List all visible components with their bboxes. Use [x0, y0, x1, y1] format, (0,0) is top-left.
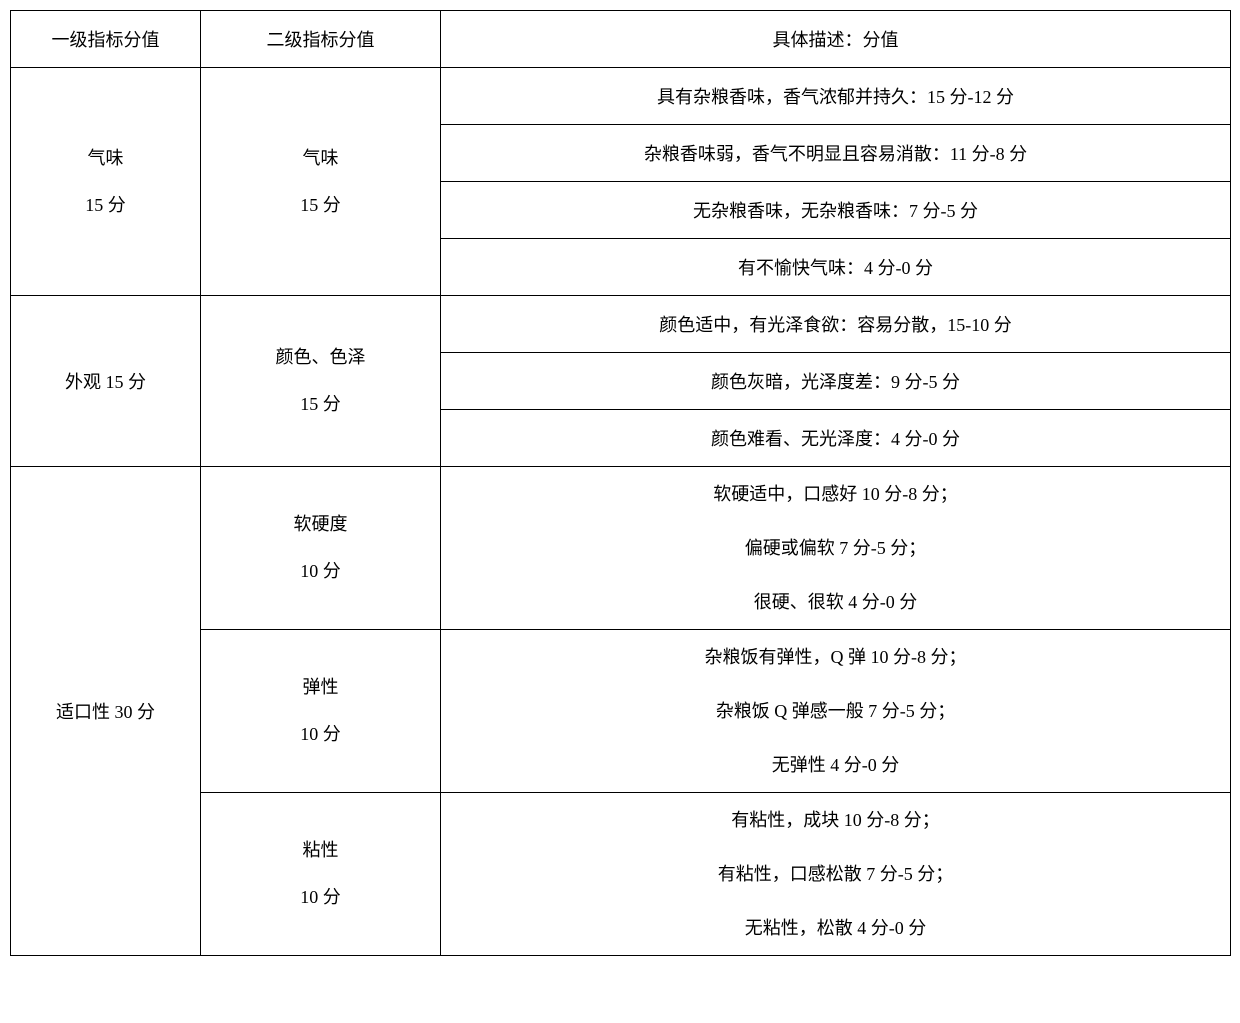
- desc-cell-block: 软硬适中，口感好 10 分-8 分； 偏硬或偏软 7 分-5 分； 很硬、很软 …: [441, 467, 1231, 630]
- secondary-cell-qiwei: 气味 15 分: [201, 68, 441, 296]
- secondary-cell-nianxing: 粘性 10 分: [201, 793, 441, 956]
- secondary-cell-ruanyingdu: 软硬度 10 分: [201, 467, 441, 630]
- desc-cell-block: 有粘性，成块 10 分-8 分； 有粘性，口感松散 7 分-5 分； 无粘性，松…: [441, 793, 1231, 956]
- secondary-cell-tanxing: 弹性 10 分: [201, 630, 441, 793]
- secondary-cell-yanse: 颜色、色泽 15 分: [201, 296, 441, 467]
- primary-cell-qiwei: 气味 15 分: [11, 68, 201, 296]
- table-row: 适口性 30 分 软硬度 10 分 软硬适中，口感好 10 分-8 分； 偏硬或…: [11, 467, 1231, 630]
- desc-line: 杂粮饭有弹性，Q 弹 10 分-8 分；: [441, 630, 1230, 684]
- desc-line: 杂粮饭 Q 弹感一般 7 分-5 分；: [441, 684, 1230, 738]
- secondary-label: 气味: [201, 135, 440, 182]
- desc-line: 有粘性，口感松散 7 分-5 分；: [441, 847, 1230, 901]
- primary-cell-shikouxing: 适口性 30 分: [11, 467, 201, 956]
- header-col1: 一级指标分值: [11, 11, 201, 68]
- secondary-label: 颜色、色泽: [201, 334, 440, 381]
- desc-cell: 具有杂粮香味，香气浓郁并持久：15 分-12 分: [441, 68, 1231, 125]
- desc-cell: 无杂粮香味，无杂粮香味：7 分-5 分: [441, 182, 1231, 239]
- desc-cell: 杂粮香味弱，香气不明显且容易消散：11 分-8 分: [441, 125, 1231, 182]
- desc-line: 软硬适中，口感好 10 分-8 分；: [441, 467, 1230, 521]
- desc-cell: 颜色难看、无光泽度：4 分-0 分: [441, 410, 1231, 467]
- secondary-score: 15 分: [201, 182, 440, 229]
- secondary-label: 粘性: [201, 827, 440, 874]
- desc-line: 无弹性 4 分-0 分: [441, 738, 1230, 792]
- evaluation-table: 一级指标分值 二级指标分值 具体描述：分值 气味 15 分 气味 15 分 具有…: [10, 10, 1231, 956]
- header-col3: 具体描述：分值: [441, 11, 1231, 68]
- desc-line: 很硬、很软 4 分-0 分: [441, 575, 1230, 629]
- secondary-score: 10 分: [201, 874, 440, 921]
- table-header-row: 一级指标分值 二级指标分值 具体描述：分值: [11, 11, 1231, 68]
- secondary-score: 15 分: [201, 381, 440, 428]
- desc-line: 有粘性，成块 10 分-8 分；: [441, 793, 1230, 847]
- header-col2: 二级指标分值: [201, 11, 441, 68]
- table-row: 外观 15 分 颜色、色泽 15 分 颜色适中，有光泽食欲：容易分散，15-10…: [11, 296, 1231, 353]
- desc-cell: 颜色适中，有光泽食欲：容易分散，15-10 分: [441, 296, 1231, 353]
- desc-cell-block: 杂粮饭有弹性，Q 弹 10 分-8 分； 杂粮饭 Q 弹感一般 7 分-5 分；…: [441, 630, 1231, 793]
- desc-line: 偏硬或偏软 7 分-5 分；: [441, 521, 1230, 575]
- desc-cell: 有不愉快气味：4 分-0 分: [441, 239, 1231, 296]
- table-row: 气味 15 分 气味 15 分 具有杂粮香味，香气浓郁并持久：15 分-12 分: [11, 68, 1231, 125]
- secondary-label: 软硬度: [201, 501, 440, 548]
- desc-line: 无粘性，松散 4 分-0 分: [441, 901, 1230, 955]
- primary-cell-waiguan: 外观 15 分: [11, 296, 201, 467]
- secondary-label: 弹性: [201, 664, 440, 711]
- secondary-score: 10 分: [201, 711, 440, 758]
- primary-score: 15 分: [11, 182, 200, 229]
- secondary-score: 10 分: [201, 548, 440, 595]
- desc-cell: 颜色灰暗，光泽度差：9 分-5 分: [441, 353, 1231, 410]
- primary-label: 气味: [11, 135, 200, 182]
